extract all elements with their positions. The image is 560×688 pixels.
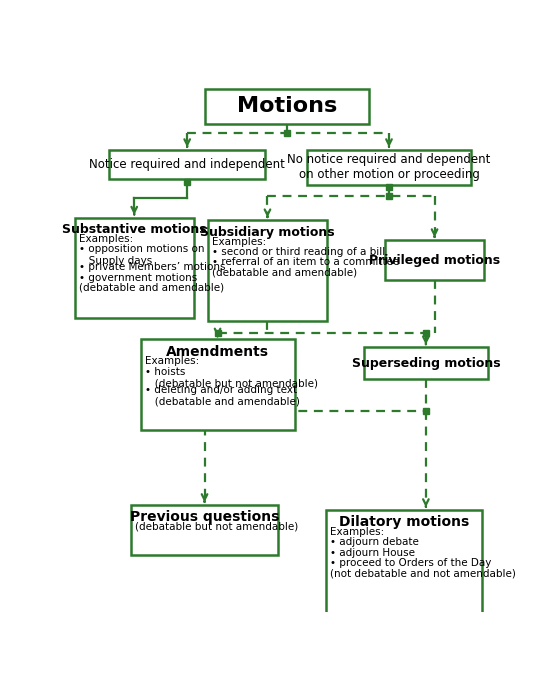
Text: (debatable and amendable): (debatable and amendable) <box>79 283 224 293</box>
Text: Examples:: Examples: <box>330 527 385 537</box>
Text: Superseding motions: Superseding motions <box>352 357 500 370</box>
Text: Notice required and independent: Notice required and independent <box>89 158 285 171</box>
Text: Examples:: Examples: <box>145 356 199 367</box>
FancyBboxPatch shape <box>204 89 370 124</box>
Text: Examples:: Examples: <box>212 237 267 246</box>
Text: Privileged motions: Privileged motions <box>369 254 500 266</box>
Text: • second or third reading of a bill: • second or third reading of a bill <box>212 247 385 257</box>
Text: (debatable and amendable): (debatable and amendable) <box>212 268 357 277</box>
Text: (debatable but not amendable): (debatable but not amendable) <box>135 522 298 532</box>
Text: No notice required and dependent
on other motion or proceeding: No notice required and dependent on othe… <box>287 153 491 182</box>
Text: • adjourn House: • adjourn House <box>330 548 416 558</box>
FancyBboxPatch shape <box>208 220 327 321</box>
Text: Previous questions: Previous questions <box>130 510 279 524</box>
FancyBboxPatch shape <box>385 240 484 280</box>
Text: Amendments: Amendments <box>166 345 269 358</box>
FancyBboxPatch shape <box>364 347 488 379</box>
Text: (not debatable and not amendable): (not debatable and not amendable) <box>330 568 516 579</box>
FancyBboxPatch shape <box>141 339 295 429</box>
Text: Examples:: Examples: <box>79 234 133 244</box>
FancyBboxPatch shape <box>306 150 472 184</box>
Text: • opposition motions on
   Supply days: • opposition motions on Supply days <box>79 244 204 266</box>
Text: • hoists
   (debatable but not amendable): • hoists (debatable but not amendable) <box>145 367 318 389</box>
Text: • private Members’ motions: • private Members’ motions <box>79 262 225 272</box>
Text: • deleting and/or adding text
   (debatable and amendable): • deleting and/or adding text (debatable… <box>145 385 300 407</box>
FancyBboxPatch shape <box>130 505 278 555</box>
Text: • referral of an item to a committee: • referral of an item to a committee <box>212 257 399 267</box>
FancyBboxPatch shape <box>74 217 194 319</box>
Text: Dilatory motions: Dilatory motions <box>339 515 469 529</box>
Text: • proceed to Orders of the Day: • proceed to Orders of the Day <box>330 558 492 568</box>
Text: • adjourn debate: • adjourn debate <box>330 537 419 548</box>
Text: Motions: Motions <box>237 96 337 116</box>
Text: • government motions: • government motions <box>79 272 197 283</box>
FancyBboxPatch shape <box>326 510 482 627</box>
FancyBboxPatch shape <box>109 150 265 180</box>
Text: Subsidiary motions: Subsidiary motions <box>200 226 335 239</box>
Text: Substantive motions: Substantive motions <box>62 223 207 236</box>
